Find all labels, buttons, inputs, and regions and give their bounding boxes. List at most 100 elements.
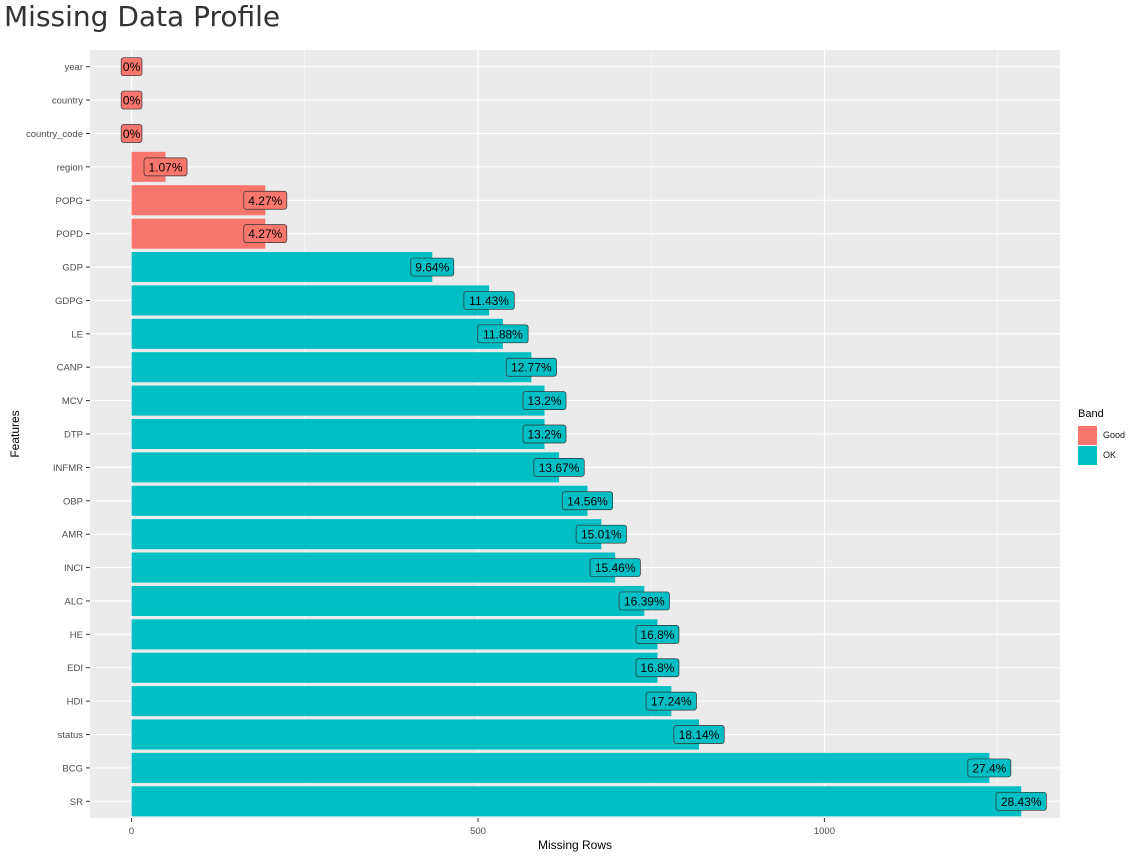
- data-label-GDPG: 11.43%: [463, 291, 515, 310]
- data-label-country: 0%: [120, 90, 143, 110]
- bar-INCI: [131, 552, 616, 583]
- data-label-box: [635, 658, 680, 678]
- bar-DTP: [131, 418, 545, 450]
- data-label-HDI: 17.24%: [645, 691, 697, 711]
- data-label-box: [120, 90, 143, 110]
- bar-INFMR: [131, 452, 560, 483]
- y-tick-label-MCV: MCV: [62, 396, 84, 407]
- data-label-box: [463, 291, 515, 310]
- data-label-box: [505, 357, 557, 377]
- data-label-text: 28.43%: [1001, 795, 1042, 809]
- data-label-EDI: 16.8%: [635, 658, 680, 678]
- data-label-box: [243, 224, 288, 244]
- bar-CANP: [131, 352, 532, 383]
- y-axis-title: Features: [8, 410, 22, 457]
- data-label-text: 4.27%: [248, 194, 282, 208]
- y-tick-label-country_code: country_code: [26, 129, 83, 140]
- y-tick-label-region: region: [57, 162, 83, 173]
- data-label-text: 13.2%: [527, 394, 561, 408]
- legend-label-ok: OK: [1103, 450, 1117, 460]
- y-tick-label-GDPG: GDPG: [55, 296, 83, 307]
- data-label-text: 4.27%: [248, 227, 282, 241]
- y-tick-label-HDI: HDI: [67, 697, 83, 708]
- data-label-DTP: 13.2%: [522, 424, 567, 444]
- data-label-MCV: 13.2%: [522, 391, 567, 410]
- data-label-text: 1.07%: [149, 160, 183, 174]
- y-tick-label-ALC: ALC: [65, 596, 84, 607]
- y-tick-label-GDP: GDP: [62, 263, 83, 274]
- x-tick-label: 500: [470, 826, 486, 837]
- bar-POPD: [131, 218, 266, 249]
- data-label-OBP: 14.56%: [561, 491, 614, 511]
- bar-HDI: [131, 686, 672, 717]
- data-label-HE: 16.8%: [635, 624, 680, 644]
- data-label-box: [477, 324, 529, 344]
- data-label-box: [575, 524, 627, 544]
- y-tick-label-EDI: EDI: [67, 663, 83, 674]
- data-label-text: 13.2%: [527, 428, 561, 442]
- y-tick-label-OBP: OBP: [63, 496, 83, 507]
- data-label-box: [522, 391, 567, 410]
- x-tick-label: 1000: [814, 826, 835, 837]
- y-tick-label-LE: LE: [71, 329, 83, 340]
- data-label-text: 27.4%: [972, 761, 1006, 775]
- y-tick-label-POPD: POPD: [56, 229, 83, 240]
- data-label-box: [561, 491, 614, 511]
- legend-title: Band: [1078, 408, 1104, 420]
- data-label-box: [410, 257, 455, 277]
- data-label-text: 0%: [123, 127, 141, 141]
- bar-SR: [131, 786, 1022, 817]
- chart-title: Missing Data Profile: [4, 0, 281, 33]
- data-label-box: [995, 791, 1047, 811]
- x-axis: 0 500 1000: [129, 818, 835, 837]
- data-label-text: 11.43%: [469, 294, 509, 308]
- data-label-text: 12.77%: [511, 361, 552, 375]
- data-label-box: [522, 424, 567, 444]
- y-tick-label-SR: SR: [70, 797, 83, 808]
- bar-HE: [131, 619, 658, 650]
- data-label-GDP: 9.64%: [410, 257, 455, 277]
- bar-status: [131, 719, 700, 750]
- data-label-text: 15.01%: [581, 528, 622, 542]
- y-tick-label-INFMR: INFMR: [53, 463, 83, 474]
- data-label-LE: 11.88%: [477, 324, 529, 344]
- legend-key-good: [1078, 425, 1097, 445]
- y-tick-label-HE: HE: [70, 630, 83, 641]
- data-label-CANP: 12.77%: [505, 357, 557, 377]
- data-label-text: 11.88%: [483, 327, 523, 341]
- bar-BCG: [131, 752, 990, 783]
- data-label-POPG: 4.27%: [243, 190, 288, 210]
- y-tick-label-BCG: BCG: [62, 763, 83, 774]
- data-label-SR: 28.43%: [995, 791, 1047, 811]
- data-label-text: 14.56%: [567, 494, 608, 508]
- data-label-INFMR: 13.67%: [533, 458, 585, 477]
- data-label-box: [618, 591, 670, 611]
- data-label-text: 17.24%: [651, 695, 692, 709]
- data-label-AMR: 15.01%: [575, 524, 627, 544]
- legend: Band Good OK: [1078, 408, 1125, 465]
- bar-EDI: [131, 652, 658, 683]
- y-tick-label-year: year: [65, 62, 83, 73]
- data-label-POPD: 4.27%: [243, 224, 288, 244]
- bars: [131, 151, 1022, 817]
- data-label-box: [635, 624, 680, 644]
- bar-POPG: [131, 185, 266, 216]
- data-label-text: 16.8%: [640, 661, 674, 675]
- x-tick-label: 0: [129, 826, 134, 837]
- data-label-box: [533, 458, 585, 477]
- data-label-text: 0%: [123, 60, 141, 74]
- data-label-box: [143, 157, 188, 177]
- y-tick-label-INCI: INCI: [64, 563, 83, 574]
- bar-MCV: [131, 385, 545, 416]
- bar-OBP: [131, 485, 588, 516]
- data-label-text: 0%: [123, 94, 141, 108]
- data-label-year: 0%: [120, 57, 143, 77]
- data-label-box: [967, 758, 1012, 778]
- legend-label-good: Good: [1103, 430, 1126, 440]
- data-label-text: 16.39%: [624, 594, 665, 608]
- bar-LE: [131, 318, 503, 349]
- bar-AMR: [131, 519, 602, 550]
- data-label-text: 18.14%: [679, 728, 720, 742]
- data-label-country_code: 0%: [120, 124, 143, 143]
